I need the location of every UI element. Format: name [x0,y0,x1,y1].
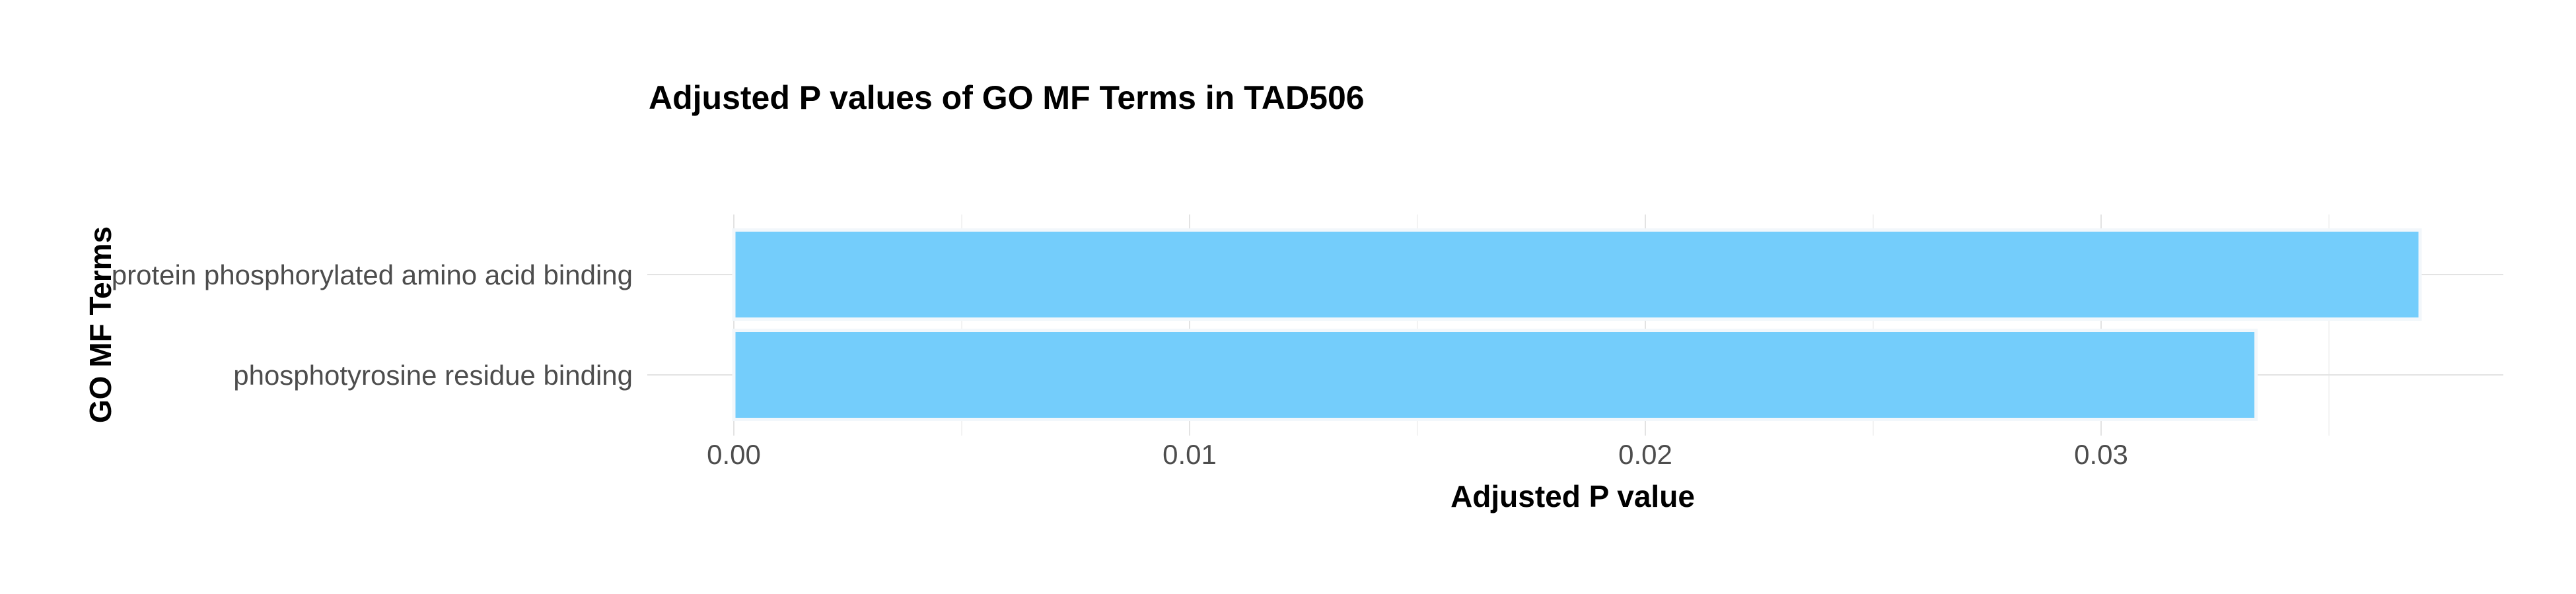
chart-title: Adjusted P values of GO MF Terms in TAD5… [649,79,1365,116]
y-axis-title: GO MF Terms [83,226,118,423]
x-tick-label: 0.03 [2074,439,2128,470]
x-tick-label: 0.00 [707,439,761,470]
bar [732,228,2422,321]
y-tick-label: phosphotyrosine residue binding [233,360,633,391]
x-tick-label: 0.02 [1618,439,1672,470]
bar [732,329,2258,421]
y-tick-labels: protein phosphorylated amino acid bindin… [112,259,633,391]
y-tick-label: protein phosphorylated amino acid bindin… [112,259,633,290]
x-tick-labels: 0.00 0.01 0.02 0.03 [707,439,2128,470]
bars [732,228,2422,421]
x-axis-title: Adjusted P value [1450,479,1695,513]
x-tick-label: 0.01 [1163,439,1217,470]
